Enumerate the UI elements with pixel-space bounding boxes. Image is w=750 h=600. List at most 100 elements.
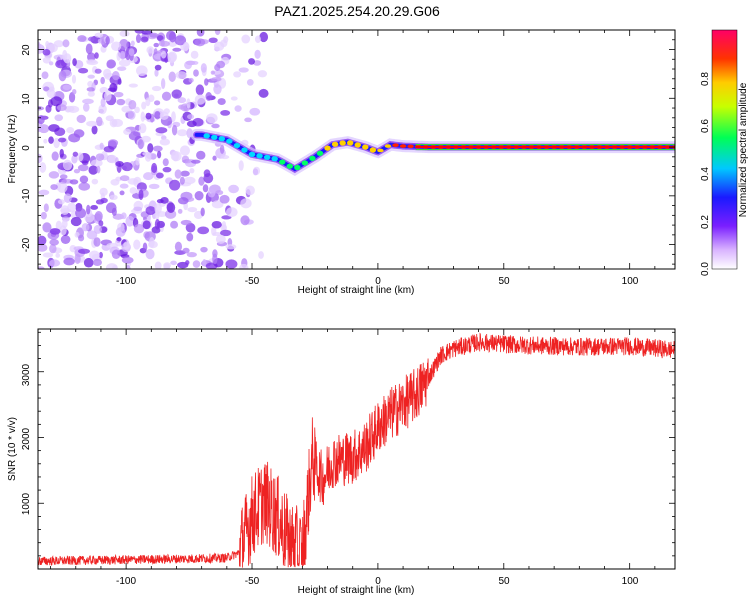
top-x-tick-label: -50 [245, 276, 260, 287]
noise-blob [48, 136, 54, 144]
noise-blob [143, 172, 154, 181]
noise-blob [99, 187, 108, 196]
noise-blob [238, 160, 244, 171]
noise-blob [160, 39, 165, 47]
noise-blob [112, 264, 118, 269]
noise-blob [58, 137, 67, 143]
noise-blob [62, 39, 70, 48]
noise-blob [72, 88, 77, 95]
noise-blob [68, 133, 81, 143]
noise-blob [38, 153, 43, 164]
noise-blob [105, 202, 117, 214]
noise-blob [210, 70, 216, 75]
noise-blob [115, 161, 124, 167]
noise-blob [170, 220, 179, 229]
ridge-core [407, 144, 414, 149]
noise-blob [136, 65, 148, 77]
noise-blob [118, 59, 131, 67]
noise-blob [59, 148, 64, 158]
noise-blob [117, 66, 127, 71]
noise-blob [248, 58, 255, 65]
noise-blob [128, 131, 141, 141]
noise-blob [190, 60, 199, 65]
noise-blob [42, 48, 51, 56]
noise-blob [77, 35, 87, 42]
noise-blob [67, 202, 77, 213]
noise-blob [142, 242, 148, 252]
noise-blob [175, 71, 188, 79]
noise-blob [43, 86, 50, 92]
noise-blob [156, 35, 164, 41]
bottom-x-tick-label: 100 [622, 576, 639, 587]
noise-blob [182, 247, 190, 254]
ridge-core [301, 160, 309, 166]
noise-blob [162, 158, 169, 167]
noise-blob [141, 30, 153, 35]
noise-blob [38, 243, 48, 252]
noise-blob [48, 61, 54, 66]
noise-blob [72, 58, 77, 67]
noise-blob [160, 50, 167, 59]
ridge-core [286, 163, 293, 169]
noise-blob [82, 98, 94, 105]
noise-blob [225, 259, 238, 269]
noise-blob [154, 203, 162, 214]
noise-blob [245, 185, 255, 196]
noise-blob [107, 154, 118, 164]
noise-blob [87, 91, 95, 97]
snr-series-line [38, 332, 675, 568]
noise-blob [50, 184, 58, 190]
noise-blob [171, 89, 183, 99]
noise-blob [38, 125, 45, 133]
noise-blob [48, 171, 60, 179]
noise-blob [119, 175, 130, 182]
noise-blob [60, 205, 70, 216]
ridge-core [241, 147, 248, 153]
noise-blob [174, 241, 183, 252]
noise-blob [211, 226, 217, 237]
noise-blob [86, 120, 98, 127]
noise-blob [170, 260, 177, 266]
spectrogram-panel: -100 -50 0 50 100 20 10 0 -10 -20 Height… [7, 29, 676, 296]
noise-blob [95, 199, 105, 205]
spectrogram-ticks [38, 29, 675, 269]
noise-blob [104, 91, 112, 102]
noise-blob [202, 184, 209, 193]
noise-blob [144, 151, 152, 162]
noise-blob [87, 74, 95, 79]
noise-blob [241, 34, 251, 44]
noise-blob [49, 228, 61, 235]
noise-blob [169, 179, 181, 191]
noise-blob [206, 113, 218, 124]
noise-blob [213, 84, 222, 95]
noise-blob [119, 50, 126, 60]
noise-blob [151, 162, 158, 174]
noise-blob [111, 118, 124, 128]
noise-blob [172, 47, 182, 52]
noise-blob [109, 190, 115, 200]
noise-blob [182, 41, 189, 52]
noise-blob [49, 244, 57, 254]
noise-blob [96, 165, 101, 174]
noise-blob [189, 167, 195, 174]
noise-blob [257, 70, 268, 78]
noise-blob [230, 96, 238, 101]
noise-blob [46, 89, 56, 99]
noise-blob [113, 91, 124, 98]
noise-blob [211, 123, 220, 129]
noise-blob [160, 78, 166, 90]
noise-blob [42, 222, 52, 233]
ridge-core [211, 134, 218, 140]
noise-blob [163, 263, 170, 269]
noise-blob [200, 63, 207, 73]
noise-blob [42, 252, 54, 258]
noise-blob [162, 166, 172, 173]
noise-blob [92, 258, 102, 267]
noise-blob [185, 222, 196, 233]
noise-blob [142, 220, 151, 230]
noise-blob [204, 78, 209, 86]
noise-blob [110, 178, 120, 186]
noise-blob [177, 197, 189, 205]
noise-blob [90, 205, 99, 210]
noise-blob [219, 144, 225, 154]
